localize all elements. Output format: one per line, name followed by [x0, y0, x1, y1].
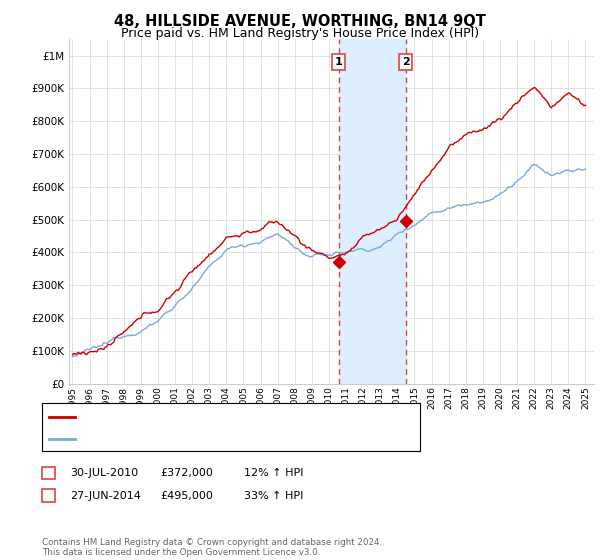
Bar	[338, 39, 406, 384]
Text: 48, HILLSIDE AVENUE, WORTHING, BN14 9QT (detached house): 48, HILLSIDE AVENUE, WORTHING, BN14 9QT …	[81, 412, 411, 422]
Text: 1: 1	[335, 57, 343, 67]
Text: £495,000: £495,000	[160, 491, 213, 501]
Text: HPI: Average price, detached house, Worthing: HPI: Average price, detached house, Wort…	[81, 434, 321, 444]
Text: 33% ↑ HPI: 33% ↑ HPI	[244, 491, 304, 501]
Text: 48, HILLSIDE AVENUE, WORTHING, BN14 9QT: 48, HILLSIDE AVENUE, WORTHING, BN14 9QT	[114, 14, 486, 29]
Text: 2: 2	[45, 491, 52, 501]
Text: 27-JUN-2014: 27-JUN-2014	[70, 491, 141, 501]
Text: Price paid vs. HM Land Registry's House Price Index (HPI): Price paid vs. HM Land Registry's House …	[121, 27, 479, 40]
Text: 30-JUL-2010: 30-JUL-2010	[70, 468, 139, 478]
Text: 12% ↑ HPI: 12% ↑ HPI	[244, 468, 304, 478]
Text: 2: 2	[402, 57, 410, 67]
Text: 1: 1	[45, 468, 52, 478]
Text: £372,000: £372,000	[160, 468, 213, 478]
Text: Contains HM Land Registry data © Crown copyright and database right 2024.
This d: Contains HM Land Registry data © Crown c…	[42, 538, 382, 557]
